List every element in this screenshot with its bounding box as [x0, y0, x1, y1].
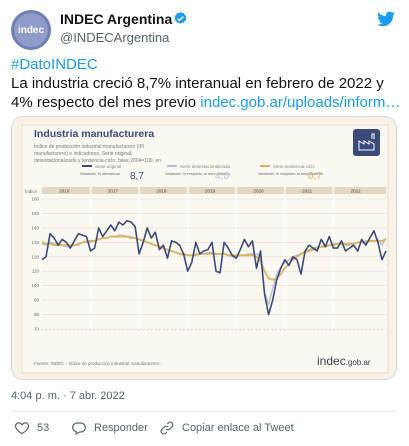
twitter-bird-icon[interactable] [377, 11, 395, 27]
copy-link-button[interactable]: Copiar enlace al Tweet [159, 419, 294, 437]
legend-series-name: Serie original [95, 164, 121, 169]
author-handle[interactable]: @INDECArgentina [60, 30, 170, 45]
avatar[interactable]: indec [11, 10, 51, 50]
reply-button[interactable]: Responder [71, 419, 148, 437]
y-tick-label: 100 [31, 283, 39, 288]
indec-logo: indec.gob.ar [317, 354, 371, 368]
avatar-logo: indec [14, 13, 48, 47]
legend-variation-label: Variación % respecto al mes anterior [165, 171, 231, 176]
tweet-timestamp[interactable]: 4:04 p. m. · 7 abr. 2022 [11, 390, 125, 402]
chart-source: Fuente: INDEC - Índice de producción ind… [34, 360, 161, 366]
y-tick-label: 80 [34, 312, 40, 317]
tweet-text: #DatoINDEC La industria creció 8,7% inte… [11, 55, 403, 112]
factory-icon-glyph [358, 133, 375, 151]
legend-variation-label: Variación % respecto al mes anterior [258, 171, 324, 176]
y-tick-label: 150 [31, 211, 39, 216]
y-tick-label: 70 [34, 327, 40, 332]
year-label: 2016 [59, 189, 70, 194]
indec-logo-domain: .gob.ar [346, 358, 371, 367]
year-label: 2018 [156, 189, 167, 194]
chart-svg: Industria manufacturera Índice de producc… [12, 117, 396, 379]
link-icon [160, 421, 174, 435]
y-axis-label: Índice [25, 188, 38, 194]
reply-label: Responder [94, 422, 148, 434]
legend-variation-label: Variación % interanual [80, 171, 120, 176]
like-button[interactable]: 53 [14, 419, 49, 437]
y-tick-label: 120 [31, 254, 39, 259]
verified-badge-icon [174, 11, 187, 24]
tweet-body: La industria creció 8,7% interanual en f… [11, 75, 384, 111]
year-label: 2022 [351, 189, 362, 194]
y-tick-label: 110 [32, 269, 40, 274]
y-tick-label: 130 [31, 240, 39, 245]
legend-series-name: Serie desestacionalizada [180, 164, 231, 169]
y-tick-label: 140 [31, 225, 39, 230]
copy-link-label: Copiar enlace al Tweet [182, 422, 294, 434]
year-header-band [42, 187, 386, 194]
divider [11, 411, 397, 412]
heart-icon [14, 422, 30, 435]
legend-variation-value: 8,7 [130, 171, 144, 182]
chart-title: Industria manufacturera [34, 128, 154, 140]
series-line [41, 219, 387, 316]
legend-series-name: Serie tendencia-ciclo [273, 164, 315, 169]
legend-variation-value: 0,7 [308, 171, 322, 182]
chart-subtitle-line: desestacionalizada y tendencia-ciclo, ba… [34, 158, 161, 164]
chart-subtitle-line: manufacturero) e indicadores. Serie orig… [34, 151, 132, 157]
year-label: 2021 [302, 189, 313, 194]
tweet-url-link[interactable]: indec.gob.ar/uploads/inform… [200, 94, 401, 111]
year-label: 2017 [108, 189, 119, 194]
hashtag-link[interactable]: #DatoINDEC [11, 56, 98, 73]
year-label: 2019 [205, 189, 216, 194]
year-label: 2020 [254, 189, 265, 194]
legend-variation-value: 4,0 [215, 171, 229, 182]
like-count: 53 [37, 422, 50, 434]
reply-icon [72, 422, 86, 436]
indec-logo-main: indec [317, 354, 346, 368]
chart-subtitle-line: Índice de producción industrial manufact… [34, 143, 144, 150]
y-tick-label: 160 [31, 197, 39, 202]
tweet-media[interactable]: Industria manufacturera Índice de producc… [11, 116, 397, 380]
author-name[interactable]: INDEC Argentina [60, 11, 173, 27]
y-tick-label: 90 [34, 298, 40, 303]
